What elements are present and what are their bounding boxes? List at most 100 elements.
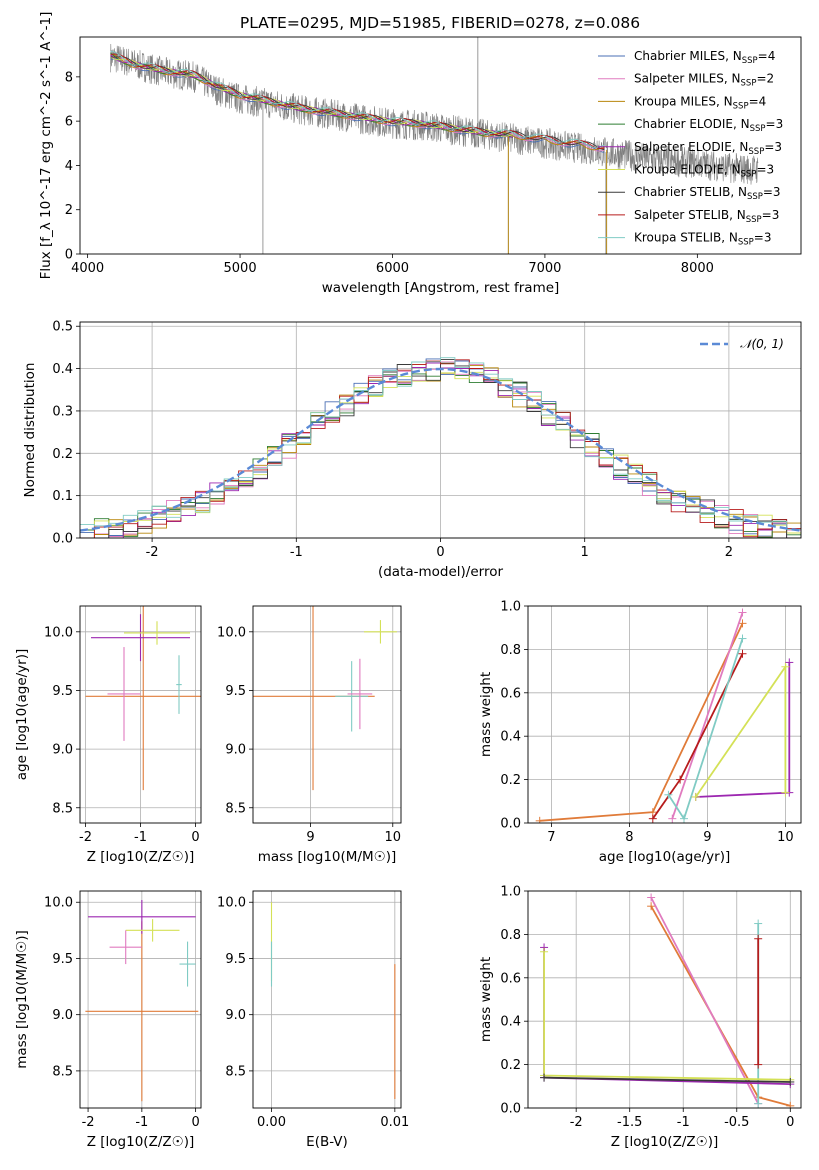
legend-model-name: Kroupa STELIB, N	[634, 231, 738, 245]
x-tick-label: 7	[547, 830, 555, 845]
x-axis-label: (data-model)/error	[378, 564, 504, 580]
legend-subscript: SSP	[733, 101, 749, 111]
y-tick-label: 1.0	[500, 885, 521, 900]
y-axis-label: mass weight	[478, 672, 494, 757]
residual-histogram-step	[80, 362, 801, 538]
y-tick-label: 9.5	[225, 684, 246, 699]
mass-vs-ebv-marks	[270, 902, 396, 1100]
legend-subscript: SSP	[738, 238, 754, 248]
x-tick-label: -2	[79, 830, 92, 845]
x-axis-label: age [log10(age/yr)]	[599, 849, 731, 865]
x-tick-label: 2	[725, 545, 733, 560]
weight-vs-age-panel: 7 8 9 10 0.0 0.2 0.4 0.6 0.8 1.0 age [log10(age/yr…	[478, 600, 802, 865]
legend-count: =3	[754, 231, 772, 245]
y-tick-label: 9.5	[52, 952, 73, 967]
legend-count: =2	[756, 72, 774, 86]
legend-subscript: SSP	[750, 124, 766, 134]
model-spectrum-line	[110, 53, 605, 150]
legend-model-name: Chabrier MILES, N	[634, 49, 742, 63]
model-spectrum-line	[110, 51, 605, 148]
x-tick-label: 1	[581, 545, 589, 560]
legend-subscript: SSP	[742, 56, 758, 66]
y-tick-label: 0.6	[500, 686, 521, 701]
legend-label: Salpeter ELODIE, NSSP=3	[634, 140, 782, 157]
figure-title: PLATE=0295, MJD=51985, FIBERID=0278, z=0…	[240, 14, 640, 32]
y-tick-label: 0.4	[500, 1015, 521, 1030]
legend-model-name: Salpeter ELODIE, N	[634, 140, 748, 154]
weight-vs-z-marks	[540, 893, 795, 1108]
x-tick-label: 8000	[681, 261, 714, 276]
weight-line	[543, 947, 791, 1085]
x-axis-label: Z [log10(Z/Z☉)]	[87, 1134, 195, 1150]
legend-subscript: SSP	[746, 215, 762, 225]
legend-count: =3	[762, 208, 780, 222]
legend-count: =3	[763, 185, 781, 199]
y-tick-label: 8.5	[52, 801, 73, 816]
spectrum-panel: 4000 5000 6000 7000 8000 0 2 4 6 8 wavelength [Ang…	[38, 12, 802, 296]
weight-line	[694, 663, 787, 798]
legend-label: Kroupa STELIB, NSSP=3	[634, 231, 772, 248]
gaussian-curve	[80, 367, 801, 532]
x-tick-label: -1	[134, 830, 147, 845]
x-tick-label: 9	[703, 830, 711, 845]
legend-subscript: SSP	[748, 147, 764, 157]
y-tick-label: 9.0	[225, 1008, 246, 1023]
age-vs-mass-panel: 9 10 8.5 9.0 9.5 10.0 mass [log10(M/M☉)]	[217, 605, 402, 865]
legend-subscript: SSP	[741, 79, 757, 89]
x-tick-label: 7000	[528, 261, 561, 276]
y-tick-label: 0.2	[52, 447, 73, 462]
x-tick-label: 8	[625, 830, 633, 845]
x-tick-label: -1.5	[617, 1115, 642, 1130]
axes-frame	[527, 890, 802, 1109]
y-tick-label: 9.5	[225, 952, 246, 967]
axes-frame	[252, 890, 402, 1109]
y-tick-label: 6	[65, 115, 73, 130]
x-tick-label: -1	[135, 1115, 148, 1130]
x-tick-label: 0	[786, 1115, 794, 1130]
y-tick-label: 0	[65, 248, 73, 263]
y-tick-label: 10.0	[44, 896, 73, 911]
x-tick-label: 0	[191, 1115, 199, 1130]
weight-vs-age-marks	[535, 608, 794, 823]
y-tick-label: 8.5	[225, 801, 246, 816]
x-tick-label: 9	[306, 830, 314, 845]
y-tick-label: 0.3	[52, 404, 73, 419]
legend-count: =3	[756, 163, 774, 177]
y-tick-label: 0.0	[500, 817, 521, 832]
y-tick-label: 9.0	[52, 1008, 73, 1023]
x-tick-label: 6000	[376, 261, 409, 276]
y-tick-label: 8.5	[52, 1064, 73, 1079]
y-axis-label: mass [log10(M/M☉)]	[14, 930, 30, 1069]
x-tick-label: 10	[385, 830, 402, 845]
y-tick-label: 9.0	[52, 743, 73, 758]
legend-model-name: Salpeter MILES, N	[634, 72, 741, 86]
axes-frame	[252, 605, 402, 824]
x-tick-label: -1	[677, 1115, 690, 1130]
legend-count: =4	[758, 49, 776, 63]
y-axis-label: mass weight	[478, 957, 494, 1042]
y-tick-label: 9.5	[52, 684, 73, 699]
legend-label: Salpeter STELIB, NSSP=3	[634, 208, 779, 225]
weight-line	[539, 623, 744, 822]
x-tick-label: 4000	[71, 261, 104, 276]
y-tick-label: 2	[65, 203, 73, 218]
axes-frame	[79, 36, 802, 255]
legend-label: Chabrier ELODIE, NSSP=3	[634, 117, 783, 134]
legend-label: Chabrier STELIB, NSSP=3	[634, 185, 781, 202]
x-axis-label: wavelength [Angstrom, rest frame]	[322, 280, 560, 296]
x-tick-label: -1	[290, 545, 303, 560]
x-axis-label: mass [log10(M/M☉)]	[258, 849, 397, 865]
y-tick-label: 10.0	[44, 625, 73, 640]
y-axis-label: Flux [f_λ 10^-17 erg cm^-2 s^-1 A^-1]	[38, 12, 54, 280]
x-axis-label: E(B-V)	[306, 1134, 348, 1150]
y-tick-label: 0.8	[500, 928, 521, 943]
legend-count: =3	[766, 117, 784, 131]
x-tick-label: -2	[82, 1115, 95, 1130]
y-tick-label: 10.0	[217, 625, 246, 640]
mass-vs-z-panel: -2 -1 0 8.5 9.0 9.5 10.0 Z [log10(Z/Z☉)] mass [l…	[14, 890, 202, 1150]
legend-label: Kroupa MILES, NSSP=4	[634, 94, 766, 111]
legend-model-name: Chabrier ELODIE, N	[634, 117, 750, 131]
residuals-marks	[80, 357, 801, 538]
residuals-panel: -2 -1 0 1 2 0.0 0.1 0.2 0.3 0.4 0.5 (data-model)/er…	[22, 320, 802, 580]
